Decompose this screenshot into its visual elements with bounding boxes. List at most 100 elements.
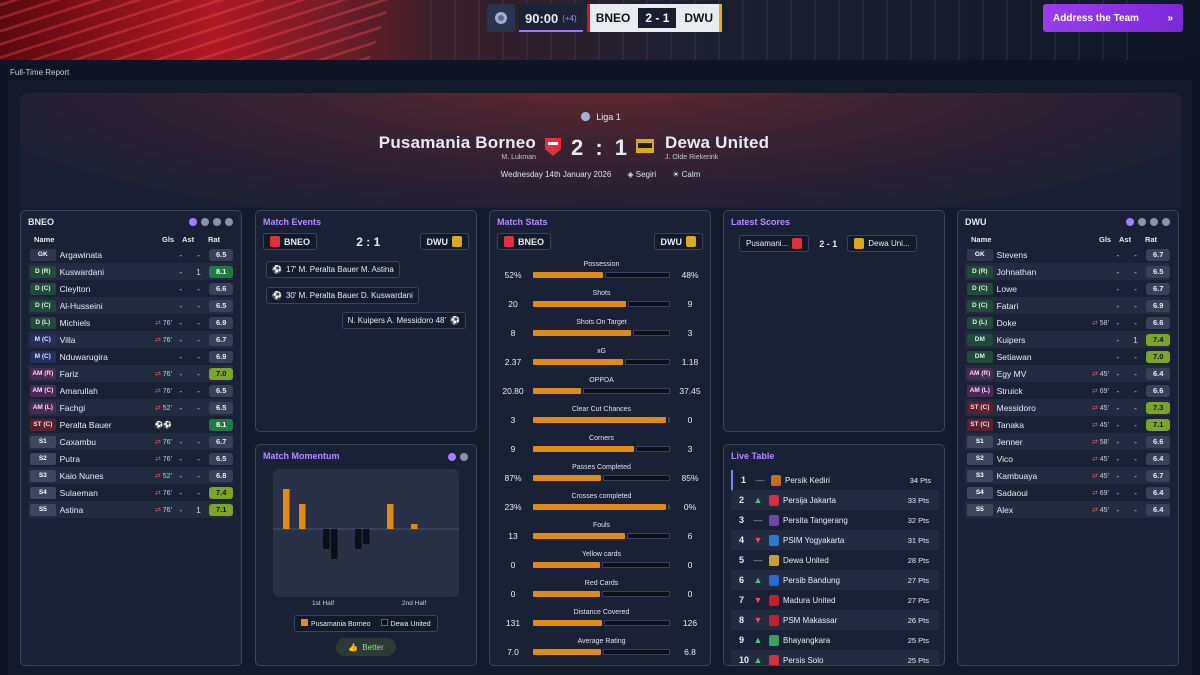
player-row[interactable]: D (L) Doke ⇄ 58' - -6.6 [965,314,1171,331]
pager-dot[interactable] [201,218,209,226]
player-row[interactable]: ST (C) Peralta Bauer ⚽⚽ 8.1 [28,416,234,433]
home-team-pill[interactable]: BNEO [497,233,552,250]
player-name[interactable]: Lowe [996,283,1017,294]
player-name[interactable]: Messidoro [996,402,1036,413]
table-row[interactable]: 9 ▲ Bhayangkara 25 Pts [731,630,939,650]
home-team-pill[interactable]: BNEO [263,233,318,250]
away-team-pill[interactable]: DWU [419,233,469,250]
player-row[interactable]: S1 Caxambu ⇄ 76' - -6.7 [28,433,234,450]
player-name[interactable]: Fariz [59,368,79,379]
player-name[interactable]: Sadaoui [996,487,1028,498]
player-name[interactable]: Villa [59,334,76,345]
table-row[interactable]: 1 — Persik Kediri 34 Pts [731,470,939,490]
col-gls[interactable]: Gls [1099,235,1112,244]
pager-dot[interactable] [1162,218,1170,226]
player-row[interactable]: S4 Sadaoui ⇄ 69' - -6.4 [965,484,1171,501]
player-row[interactable]: S3 Kambuaya ⇄ 45' - -6.7 [965,467,1171,484]
club-name[interactable]: Dewa United [783,555,829,565]
away-team-pill[interactable]: DWU [653,233,703,250]
away-team-block[interactable]: Dewa United J. Olde Riekerink [665,133,769,161]
player-row[interactable]: AM (C) Amarullah ⇄ 76' - -6.5 [28,382,234,399]
club-name[interactable]: PSIM Yogyakarta [783,535,845,545]
player-row[interactable]: AM (L) Fachgi ⇄ 52' - -6.5 [28,399,234,416]
player-row[interactable]: S5 Astina ⇄ 76' - 1 7.1 [28,501,234,518]
player-name[interactable]: Vico [996,453,1013,464]
player-row[interactable]: M (C) Villa ⇄ 76' - -6.7 [28,331,234,348]
player-name[interactable]: Astina [59,504,84,515]
table-row[interactable]: 2 ▲ Persija Jakarta 33 Pts [731,490,939,510]
col-name[interactable]: Name [34,235,55,244]
player-name[interactable]: Kambuaya [996,470,1038,481]
player-name[interactable]: Fachgi [59,402,86,413]
club-name[interactable]: Madura United [783,595,836,605]
player-name[interactable]: Kaio Nunes [59,470,104,481]
player-name[interactable]: Kuipers [996,334,1026,345]
col-name[interactable]: Name [971,235,992,244]
momentum-pager[interactable] [448,453,468,461]
table-row[interactable]: 6 ▲ Persib Bandung 27 Pts [731,570,939,590]
player-row[interactable]: S2 Putra ⇄ 76' - -6.5 [28,450,234,467]
home-manager[interactable]: M. Lukman [501,154,536,161]
player-row[interactable]: AM (L) Struick ⇄ 69' - -6.6 [965,382,1171,399]
player-row[interactable]: D (R) Johnathan - -6.5 [965,263,1171,280]
table-row[interactable]: 7 ▼ Madura United 27 Pts [731,590,939,610]
address-team-button[interactable]: Address the Team » [1043,4,1183,32]
player-row[interactable]: AM (R) Egy MV ⇄ 45' - -6.4 [965,365,1171,382]
club-name[interactable]: PSM Makassar [783,615,838,625]
lineup-pager[interactable] [189,218,233,226]
player-name[interactable]: Setiawan [996,351,1032,362]
col-rat[interactable]: Rat [1144,235,1158,244]
player-name[interactable]: Alex [996,504,1014,515]
pager-dot[interactable] [1126,218,1134,226]
player-name[interactable]: Kuswardani [59,266,105,277]
player-name[interactable]: Amarullah [59,385,98,396]
player-row[interactable]: S5 Alex ⇄ 45' - -6.4 [965,501,1171,518]
player-row[interactable]: D (C) Cleylton - -6.6 [28,280,234,297]
club-name[interactable]: Persib Bandung [783,575,840,585]
table-row[interactable]: 10 ▲ Persis Solo 25 Pts [731,650,939,665]
player-name[interactable]: Michiels [59,317,91,328]
better-button[interactable]: 👍 Better [336,638,396,656]
col-ast[interactable]: Ast [1119,235,1132,244]
pager-dot[interactable] [448,453,456,461]
goal-event[interactable]: N. Kuipers A. Messidoro 48' ⚽ [341,312,466,329]
table-row[interactable]: 4 ▼ PSIM Yogyakarta 31 Pts [731,530,939,550]
table-row[interactable]: 3 — Persita Tangerang 32 Pts [731,510,939,530]
goal-event[interactable]: ⚽ 30' M. Peralta Bauer D. Kuswardani [266,287,419,304]
player-row[interactable]: D (C) Lowe - -6.7 [965,280,1171,297]
col-gls[interactable]: Gls [162,235,175,244]
pager-dot[interactable] [213,218,221,226]
table-row[interactable]: 8 ▼ PSM Makassar 26 Pts [731,610,939,630]
pager-dot[interactable] [225,218,233,226]
away-team-name[interactable]: Dewa United [665,133,770,152]
player-row[interactable]: GK Argawinata - -6.5 [28,246,234,263]
player-row[interactable]: S2 Vico ⇄ 45' - -6.4 [965,450,1171,467]
player-row[interactable]: DM Kuipers - 1 7.4 [965,331,1171,348]
player-row[interactable]: AM (R) Fariz ⇄ 76' - -7.0 [28,365,234,382]
player-row[interactable]: D (R) Kuswardani - 1 8.1 [28,263,234,280]
home-team-name[interactable]: Pusamania Borneo [378,133,536,152]
col-rat[interactable]: Rat [207,235,221,244]
club-name[interactable]: Persik Kediri [785,475,830,485]
player-row[interactable]: ST (C) Tanaka ⇄ 45' - -7.1 [965,416,1171,433]
player-row[interactable]: M (C) Nduwarugira - -6.9 [28,348,234,365]
club-name[interactable]: Persija Jakarta [783,495,836,505]
player-name[interactable]: Caxambu [59,436,96,447]
player-name[interactable]: Stevens [996,249,1028,260]
away-manager[interactable]: J. Olde Riekerink [665,154,719,161]
club-name[interactable]: Persita Tangerang [783,515,848,525]
player-name[interactable]: Nduwarugira [59,351,108,362]
player-row[interactable]: S3 Kaio Nunes ⇄ 52' - -6.8 [28,467,234,484]
player-name[interactable]: Struick [996,385,1023,396]
player-name[interactable]: Jenner [996,436,1023,447]
player-name[interactable]: Fatari [996,300,1019,311]
club-name[interactable]: Persis Solo [783,655,824,665]
player-row[interactable]: D (C) Fatari - -6.9 [965,297,1171,314]
player-row[interactable]: D (C) Al-Husseini - -6.5 [28,297,234,314]
player-row[interactable]: GK Stevens - -6.7 [965,246,1171,263]
player-row[interactable]: S4 Sulaeman ⇄ 76' - -7.4 [28,484,234,501]
pager-dot[interactable] [189,218,197,226]
player-name[interactable]: Putra [59,453,80,464]
player-row[interactable]: S1 Jenner ⇄ 58' - -6.6 [965,433,1171,450]
player-name[interactable]: Al-Husseini [59,300,103,311]
